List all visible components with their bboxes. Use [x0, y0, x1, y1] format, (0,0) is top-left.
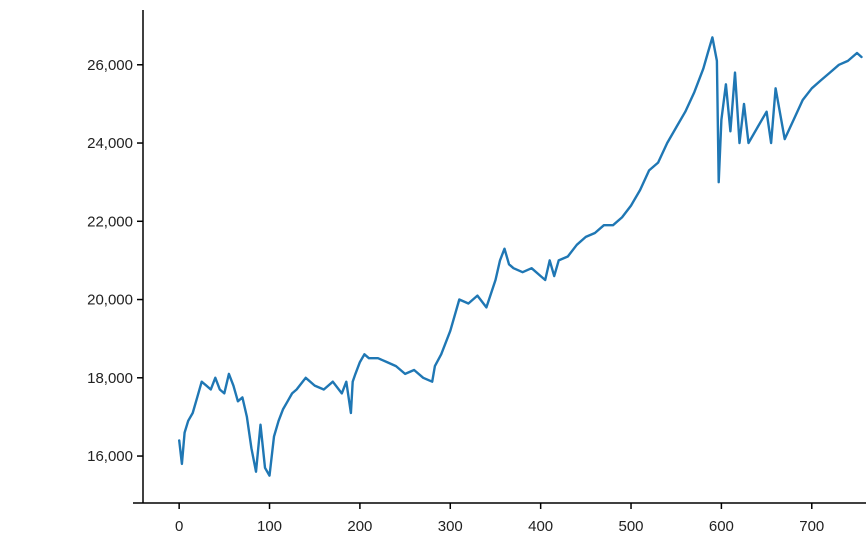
- x-tick-label: 500: [619, 518, 644, 535]
- y-tick-label: 26,000: [87, 57, 133, 74]
- series-line: [177, 36, 863, 477]
- y-tick-label: 22,000: [87, 213, 133, 230]
- x-tick-label: 200: [347, 518, 372, 535]
- x-tick-label: 100: [257, 518, 282, 535]
- x-tick-label: 400: [528, 518, 553, 535]
- x-tick-label: 700: [799, 518, 824, 535]
- x-tick-label: 0: [175, 518, 183, 535]
- x-tick-label: 600: [709, 518, 734, 535]
- y-tick-label: 24,000: [87, 135, 133, 152]
- y-tick-label: 16,000: [87, 448, 133, 465]
- x-tick-label: 300: [438, 518, 463, 535]
- y-tick-label: 18,000: [87, 370, 133, 387]
- y-tick-label: 20,000: [87, 292, 133, 309]
